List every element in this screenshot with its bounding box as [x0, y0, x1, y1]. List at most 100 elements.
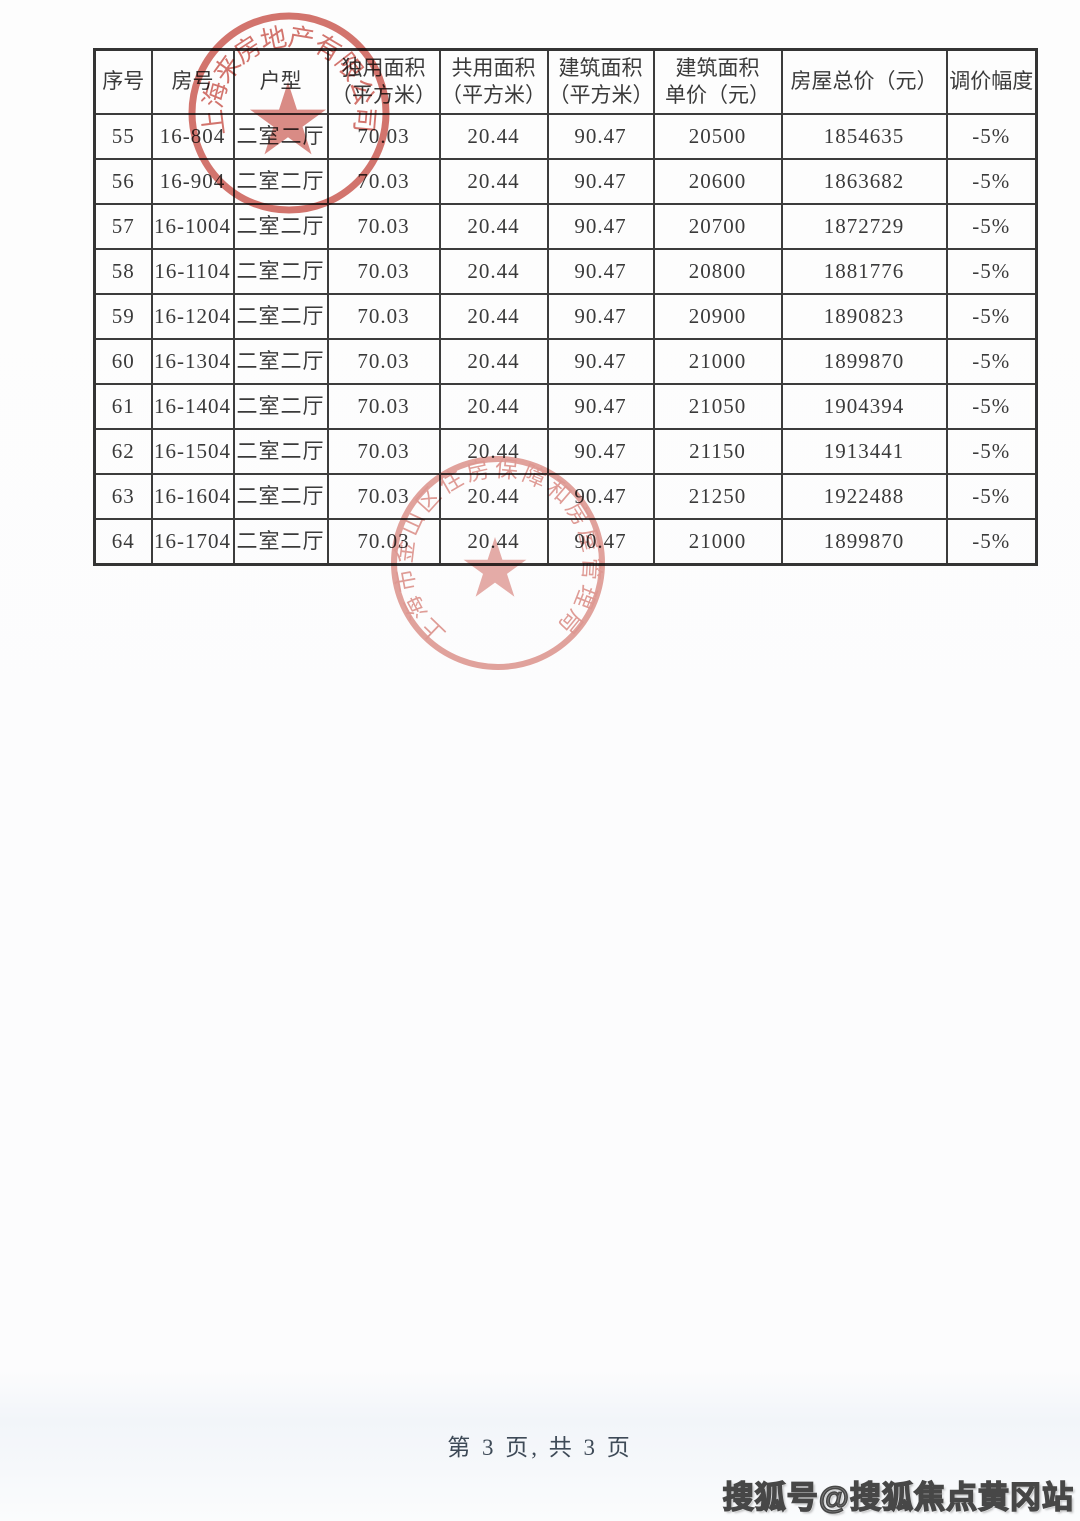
- table-cell: -5%: [945, 293, 1038, 340]
- table-cell: 16-1104: [150, 248, 235, 295]
- table-cell: 90.47: [546, 113, 655, 160]
- table-cell: 1899870: [780, 338, 948, 385]
- table-cell: 70.03: [326, 203, 441, 250]
- table-body: 55 16-804 二室二厅 70.03 20.44 90.47 20500 1854635-…: [93, 113, 1038, 566]
- table-cell: 70.03: [326, 518, 441, 566]
- col-header-unit-type: 户型: [232, 48, 329, 115]
- table-cell: 二室二厅: [232, 293, 329, 340]
- table-cell: -5%: [945, 518, 1038, 566]
- table-cell: 16-904: [150, 158, 235, 205]
- table-cell: 21000: [652, 338, 783, 385]
- table-cell: 20.44: [438, 518, 549, 566]
- table-cell: 1881776: [780, 248, 948, 295]
- table-cell: 20.44: [438, 158, 549, 205]
- table-cell: 70.03: [326, 428, 441, 475]
- table-cell: 1854635: [780, 113, 948, 160]
- table-cell: 20.44: [438, 248, 549, 295]
- table-cell: 21000: [652, 518, 783, 566]
- table-cell: 70.03: [326, 113, 441, 160]
- table-cell: 59: [93, 293, 153, 340]
- table-cell: 70.03: [326, 158, 441, 205]
- table-cell: 二室二厅: [232, 338, 329, 385]
- table-cell: 20.44: [438, 113, 549, 160]
- table-cell: 63: [93, 473, 153, 520]
- table-cell: 16-1504: [150, 428, 235, 475]
- table-cell: 二室二厅: [232, 428, 329, 475]
- table-cell: 1899870: [780, 518, 948, 566]
- table-cell: 16-1604: [150, 473, 235, 520]
- col-header-built-area: 建筑面积 （平方米）: [546, 48, 655, 115]
- table-cell: 16-1004: [150, 203, 235, 250]
- col-header-unit-price: 建筑面积 单价（元）: [652, 48, 783, 115]
- table-row: 58 16-1104 二室二厅 70.03 20.44 90.47 20800 1881776…: [93, 248, 1038, 295]
- table-row: 61 16-1404 二室二厅 70.03 20.44 90.47 21050 1904394…: [93, 383, 1038, 430]
- table-cell: 16-1304: [150, 338, 235, 385]
- table-cell: 二室二厅: [232, 248, 329, 295]
- table-cell: 21150: [652, 428, 783, 475]
- table-cell: 20.44: [438, 473, 549, 520]
- table-cell: 二室二厅: [232, 518, 329, 566]
- table-cell: 90.47: [546, 383, 655, 430]
- table-cell: -5%: [945, 338, 1038, 385]
- table-cell: 90.47: [546, 293, 655, 340]
- table-cell: 16-804: [150, 113, 235, 160]
- table-cell: 20900: [652, 293, 783, 340]
- table-cell: -5%: [945, 428, 1038, 475]
- col-header-adjust-range: 调价幅度: [945, 48, 1038, 115]
- table-cell: 1922488: [780, 473, 948, 520]
- table-row: 62 16-1504 二室二厅 70.03 20.44 90.47 21150 1913441…: [93, 428, 1038, 475]
- sohu-watermark: 搜狐号@搜狐焦点黄冈站: [722, 1479, 1074, 1516]
- table-cell: 1904394: [780, 383, 948, 430]
- table-cell: 1913441: [780, 428, 948, 475]
- table-cell: -5%: [945, 248, 1038, 295]
- table-cell: 1863682: [780, 158, 948, 205]
- table-row: 63 16-1604 二室二厅 70.03 20.44 90.47 21250 1922488…: [93, 473, 1038, 520]
- table-cell: 70.03: [326, 383, 441, 430]
- table-cell: 55: [93, 113, 153, 160]
- table-cell: 20.44: [438, 293, 549, 340]
- table-cell: 21250: [652, 473, 783, 520]
- table-cell: -5%: [945, 158, 1038, 205]
- table-cell: 二室二厅: [232, 203, 329, 250]
- table-cell: 二室二厅: [232, 158, 329, 205]
- table-cell: -5%: [945, 383, 1038, 430]
- table-cell: 20500: [652, 113, 783, 160]
- table-cell: 16-1704: [150, 518, 235, 566]
- table-cell: 90.47: [546, 338, 655, 385]
- table-cell: -5%: [945, 203, 1038, 250]
- table-cell: 16-1404: [150, 383, 235, 430]
- table-row: 55 16-804 二室二厅 70.03 20.44 90.47 20500 1854635-…: [93, 113, 1038, 160]
- col-header-shared-area: 共用面积 （平方米）: [438, 48, 549, 115]
- table-cell: 1890823: [780, 293, 948, 340]
- table-cell: 20.44: [438, 338, 549, 385]
- table-header-row: 序号 房号 户型 独用面积 （平方米） 共用面积 （平方米） 建筑面积 （平方米…: [93, 48, 1038, 115]
- table-cell: 90.47: [546, 158, 655, 205]
- table-cell: 1872729: [780, 203, 948, 250]
- col-header-serial: 序号: [93, 48, 153, 115]
- table-row: 64 16-1704 二室二厅 70.03 20.44 90.47 21000 1899870…: [93, 518, 1038, 566]
- table-cell: 64: [93, 518, 153, 566]
- table-cell: 70.03: [326, 473, 441, 520]
- table-cell: 二室二厅: [232, 113, 329, 160]
- table-cell: 90.47: [546, 203, 655, 250]
- table-cell: 20.44: [438, 428, 549, 475]
- table-cell: 60: [93, 338, 153, 385]
- table-cell: -5%: [945, 473, 1038, 520]
- table-row: 56 16-904 二室二厅 70.03 20.44 90.47 20600 1863682-…: [93, 158, 1038, 205]
- table-cell: 16-1204: [150, 293, 235, 340]
- table-cell: 90.47: [546, 428, 655, 475]
- table-cell: 62: [93, 428, 153, 475]
- page-number-footer: 第 3 页, 共 3 页: [447, 1435, 633, 1460]
- table-cell: 61: [93, 383, 153, 430]
- table-cell: 21050: [652, 383, 783, 430]
- table-cell: 70.03: [326, 248, 441, 295]
- table-cell: 20700: [652, 203, 783, 250]
- table-cell: 二室二厅: [232, 473, 329, 520]
- table-cell: 58: [93, 248, 153, 295]
- table-header: 序号 房号 户型 独用面积 （平方米） 共用面积 （平方米） 建筑面积 （平方米…: [93, 48, 1038, 115]
- table-cell: 90.47: [546, 248, 655, 295]
- table-cell: -5%: [945, 113, 1038, 160]
- housing-price-table: 序号 房号 户型 独用面积 （平方米） 共用面积 （平方米） 建筑面积 （平方米…: [93, 48, 1038, 566]
- table-cell: 20600: [652, 158, 783, 205]
- table-cell: 90.47: [546, 518, 655, 566]
